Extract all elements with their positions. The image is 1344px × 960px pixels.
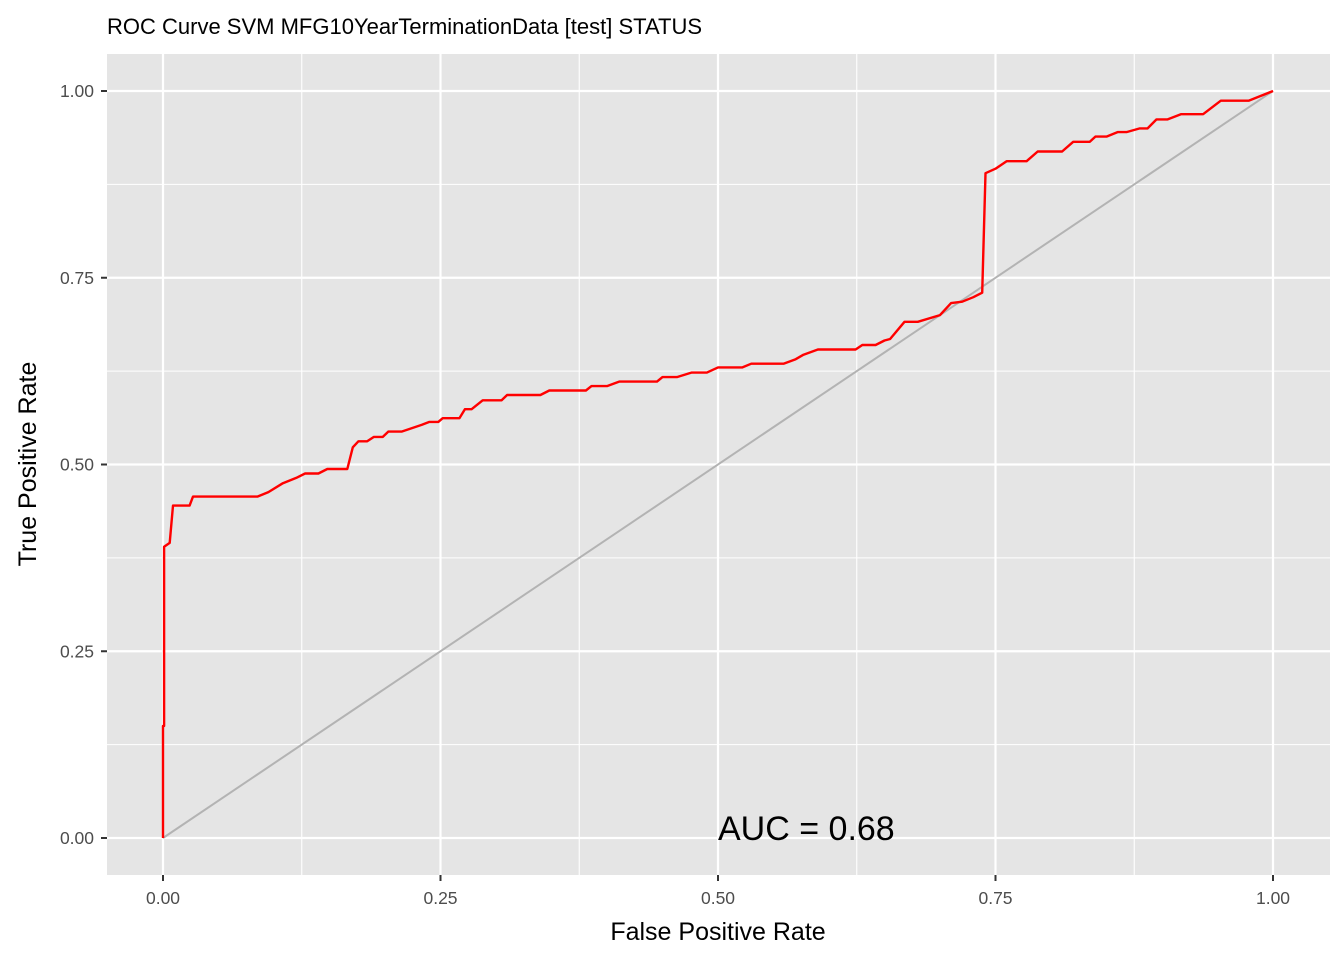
y-tick-label: 0.25 — [60, 641, 94, 661]
x-axis-title: False Positive Rate — [610, 918, 825, 946]
random-classifier-diagonal — [162, 90, 1274, 839]
y-tick-label: 0.75 — [60, 268, 94, 288]
auc-annotation: AUC = 0.68 — [718, 810, 895, 848]
x-tick-label: 1.00 — [1256, 888, 1290, 908]
roc-curve — [161, 89, 1274, 838]
y-tick-label: 1.00 — [60, 81, 94, 101]
chart-title: ROC Curve SVM MFG10YearTerminationData [… — [107, 14, 702, 39]
x-tick-label: 0.75 — [978, 888, 1012, 908]
axis-ticks — [101, 90, 1274, 881]
x-axis-tick-labels: 0.00 0.25 0.50 0.75 1.00 — [146, 888, 1290, 908]
y-tick-label: 0.50 — [60, 455, 94, 475]
x-tick-label: 0.25 — [423, 888, 457, 908]
y-axis-title: True Positive Rate — [14, 362, 42, 567]
y-tick-label: 0.00 — [60, 828, 94, 848]
x-tick-label: 0.50 — [701, 888, 735, 908]
y-axis-tick-labels: 0.00 0.25 0.50 0.75 1.00 — [60, 81, 94, 848]
x-tick-label: 0.00 — [146, 888, 180, 908]
